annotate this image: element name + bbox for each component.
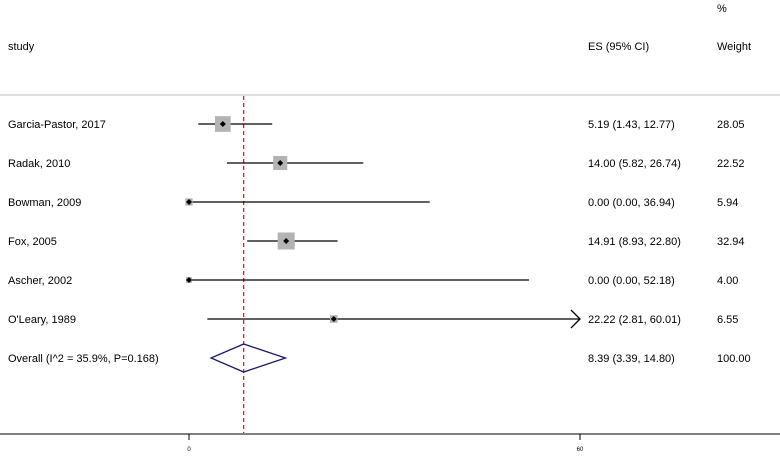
es-column-header: ES (95% CI) <box>588 41 649 53</box>
overall-weight: 100.00 <box>717 353 751 365</box>
study-ci-arrow <box>570 309 581 329</box>
weight-percent-label: % <box>717 3 727 15</box>
study-label: Fox, 2005 <box>8 236 57 248</box>
study-point-estimate <box>186 277 192 283</box>
study-es-ci: 0.00 (0.00, 36.94) <box>588 197 675 209</box>
study-point-estimate <box>186 199 192 205</box>
study-point-estimate <box>330 316 337 322</box>
study-point-estimate <box>219 121 226 127</box>
overall-diamond <box>209 343 288 373</box>
study-weight: 6.55 <box>717 314 738 326</box>
study-label: Bowman, 2009 <box>8 197 81 209</box>
x-axis-tick-label: 60 <box>577 447 584 453</box>
study-point-estimate <box>283 238 290 244</box>
study-weight: 4.00 <box>717 275 738 287</box>
x-axis-tick-label: 0 <box>187 447 191 453</box>
study-es-ci: 22.22 (2.81, 60.01) <box>588 314 681 326</box>
study-label: O'Leary, 1989 <box>8 314 76 326</box>
study-label: Ascher, 2002 <box>8 275 72 287</box>
overall-es-ci: 8.39 (3.39, 14.80) <box>588 353 675 365</box>
study-es-ci: 0.00 (0.00, 52.18) <box>588 275 675 287</box>
study-es-ci: 14.91 (8.93, 22.80) <box>588 236 681 248</box>
study-weight: 5.94 <box>717 197 738 209</box>
overall-label: Overall (I^2 = 35.9%, P=0.168) <box>8 353 159 365</box>
weight-column-header: Weight <box>717 41 751 53</box>
study-weight: 32.94 <box>717 236 745 248</box>
study-label: Radak, 2010 <box>8 158 70 170</box>
study-es-ci: 14.00 (5.82, 26.74) <box>588 158 681 170</box>
study-weight: 28.05 <box>717 119 745 131</box>
study-weight: 22.52 <box>717 158 745 170</box>
study-es-ci: 5.19 (1.43, 12.77) <box>588 119 675 131</box>
study-label: Garcia-Pastor, 2017 <box>8 119 106 131</box>
study-point-estimate <box>277 160 284 166</box>
study-column-header: study <box>8 41 35 53</box>
